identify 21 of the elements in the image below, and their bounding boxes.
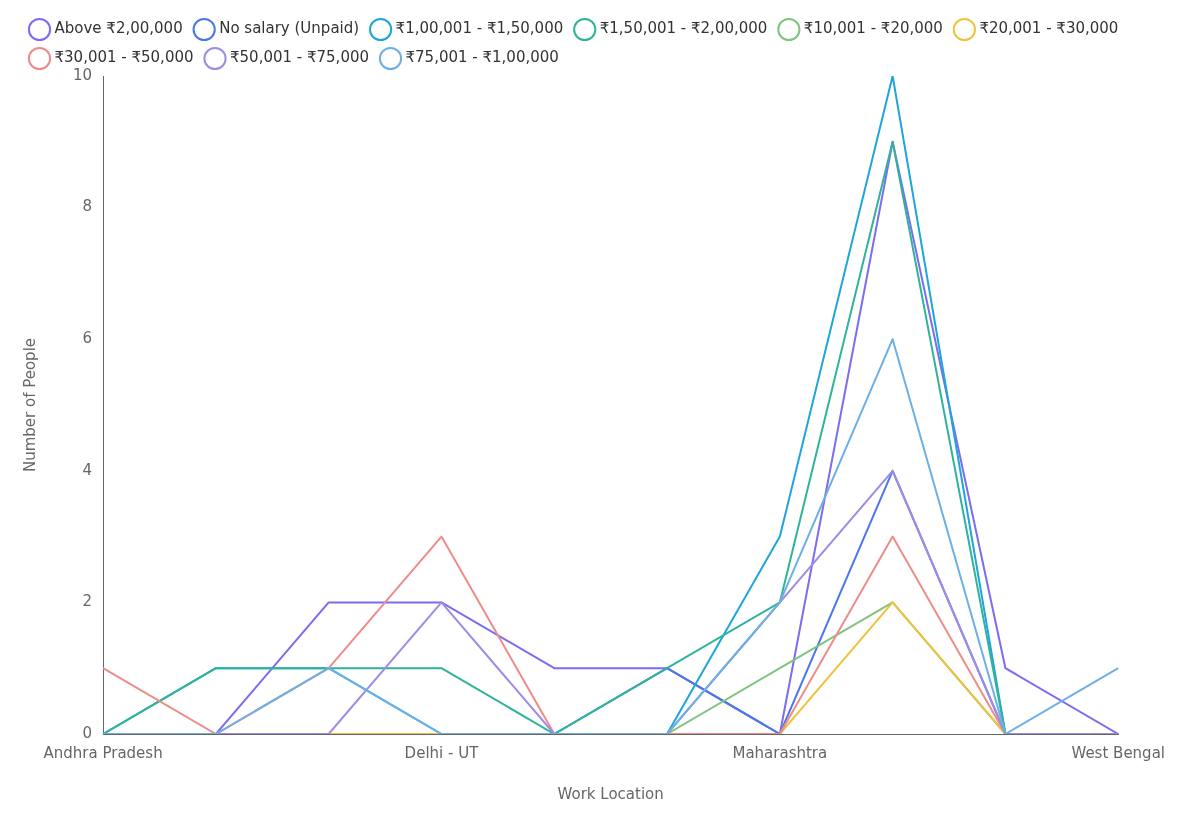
x-axis-title: Work Location (557, 784, 664, 803)
y-tick-label: 8 (82, 197, 93, 216)
y-tick-label: 10 (72, 65, 93, 84)
y-axis-title: Number of People (20, 337, 39, 473)
x-tick-label: Delhi - UT (404, 743, 480, 762)
legend-label: ₹50,001 - ₹75,000 (230, 48, 370, 67)
y-tick-label: 4 (82, 460, 93, 479)
legend-label: ₹1,50,001 - ₹2,00,000 (599, 19, 768, 38)
y-tick-label: 6 (82, 329, 93, 348)
legend-label: ₹75,001 - ₹1,00,000 (405, 48, 559, 67)
y-tick-label: 0 (82, 723, 93, 742)
x-tick-label: Andhra Pradesh (43, 743, 163, 762)
y-tick-label: 2 (82, 592, 93, 611)
legend-label: ₹10,001 - ₹20,000 (803, 19, 943, 38)
x-tick-label: West Bengal (1071, 743, 1166, 762)
legend-label: No salary (Unpaid) (219, 19, 360, 38)
x-tick-label: Maharashtra (732, 743, 828, 762)
legend-label: ₹30,001 - ₹50,000 (54, 48, 194, 67)
legend-label: ₹1,00,001 - ₹1,50,000 (395, 19, 564, 38)
legend-label: Above ₹2,00,000 (54, 19, 183, 38)
legend-label: ₹20,001 - ₹30,000 (979, 19, 1119, 38)
